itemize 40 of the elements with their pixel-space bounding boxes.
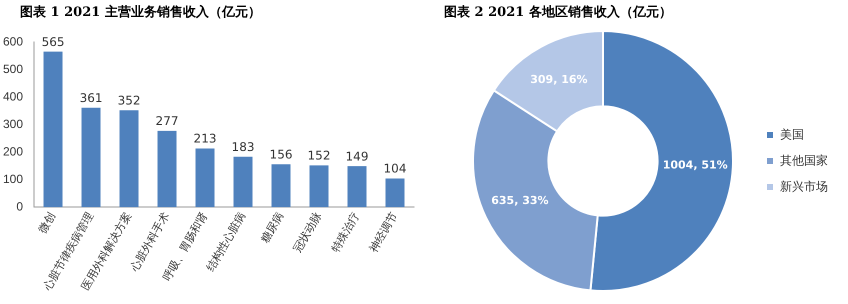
y-tick-label: 400 [2, 89, 24, 104]
y-tick-label: 100 [2, 172, 24, 186]
data-label: 1004, 51% [662, 158, 728, 172]
data-label: 361 [80, 90, 102, 105]
bar [44, 52, 63, 208]
x-tick-label: 特殊治疗 [328, 210, 362, 255]
data-label: 183 [232, 140, 254, 154]
x-tick-label: 微创 [36, 210, 58, 236]
y-tick-label: 600 [2, 34, 24, 48]
bar [234, 156, 253, 208]
bar [82, 108, 101, 208]
data-label: 565 [42, 34, 64, 49]
data-label: 277 [156, 114, 178, 128]
chart-title: 图表 1 2021 主营业务销售收入（亿元） [19, 4, 262, 22]
data-label: 635, 33% [491, 194, 549, 208]
data-label: 156 [270, 147, 292, 162]
legend-label: 其他国家 [780, 153, 828, 168]
data-label: 309, 16% [530, 72, 588, 86]
data-label: 352 [118, 93, 140, 108]
y-tick-label: 0 [16, 200, 24, 214]
y-tick-label: 300 [2, 116, 24, 131]
data-label: 152 [308, 148, 330, 162]
bar [158, 130, 177, 208]
x-tick-label: 冠状动脉 [290, 210, 324, 255]
legend-label: 美国 [780, 127, 804, 142]
data-label: 213 [194, 132, 216, 146]
y-tick-label: 500 [2, 62, 24, 76]
bar [272, 164, 291, 208]
bar [120, 110, 139, 208]
data-label: 104 [384, 162, 406, 176]
legend-label: 新兴市场 [780, 179, 828, 194]
bar [348, 166, 367, 208]
bar [386, 178, 404, 208]
data-label: 149 [346, 149, 368, 164]
y-tick-label: 200 [2, 144, 24, 158]
chart-title: 图表 2 2021 各地区销售收入（亿元） [443, 4, 673, 22]
x-tick-label: 神经调节 [366, 210, 400, 255]
bar [310, 165, 329, 208]
bar [196, 148, 215, 208]
x-tick-label: 糖尿病 [258, 210, 286, 246]
